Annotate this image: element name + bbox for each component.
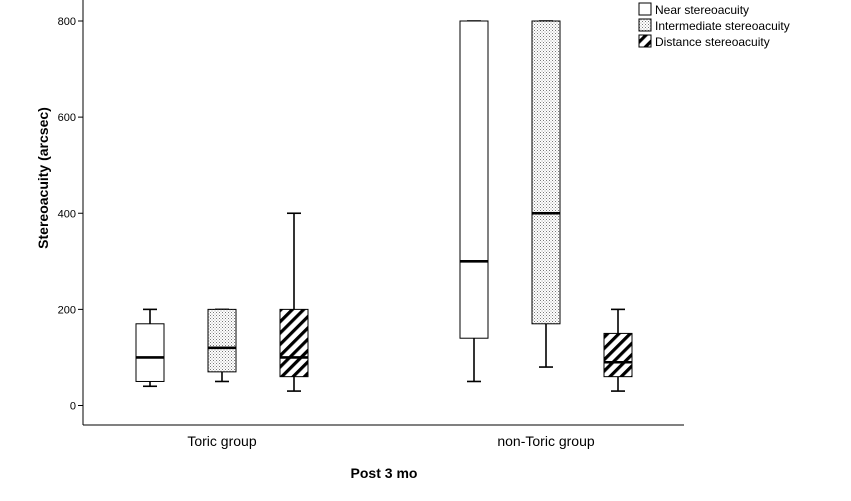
- box-iqr: [207, 308, 237, 373]
- legend-label: Near stereoacuity: [655, 3, 749, 17]
- y-tick-label: 200: [58, 304, 76, 316]
- box-iqr: [459, 20, 489, 339]
- y-axis-ticks: 0 200 400 600 800: [58, 16, 83, 413]
- y-tick-label: 800: [58, 16, 76, 28]
- legend-swatch-hatch: [638, 34, 652, 48]
- box-plain: [459, 20, 489, 383]
- box-hatch: [603, 308, 633, 392]
- box-dots: [531, 20, 561, 368]
- legend: Near stereoacuity Intermediate stereoacui…: [638, 2, 790, 49]
- y-tick-label: 600: [58, 112, 76, 124]
- legend-swatch-plain: [638, 2, 652, 16]
- box-iqr: [279, 308, 309, 378]
- legend-label: Intermediate stereoacuity: [655, 19, 790, 33]
- y-tick-label: 400: [58, 208, 76, 220]
- box-iqr: [531, 20, 561, 325]
- x-axis-categories: Toric group non-Toric group: [187, 433, 594, 449]
- x-axis-title: Post 3 mo: [351, 465, 418, 481]
- x-category-label: non-Toric group: [497, 433, 594, 449]
- y-axis-title: Stereoacuity (arcsec): [35, 107, 51, 249]
- box-iqr: [135, 323, 165, 382]
- box-dots: [207, 308, 237, 383]
- x-category-label: Toric group: [187, 433, 256, 449]
- box-series: [135, 20, 633, 392]
- box-hatch: [279, 212, 309, 392]
- legend-swatch-dots: [638, 18, 652, 32]
- box-plain: [135, 308, 165, 388]
- y-tick-label: 0: [70, 401, 76, 413]
- box-iqr: [603, 332, 633, 378]
- legend-label: Distance stereoacuity: [655, 35, 770, 49]
